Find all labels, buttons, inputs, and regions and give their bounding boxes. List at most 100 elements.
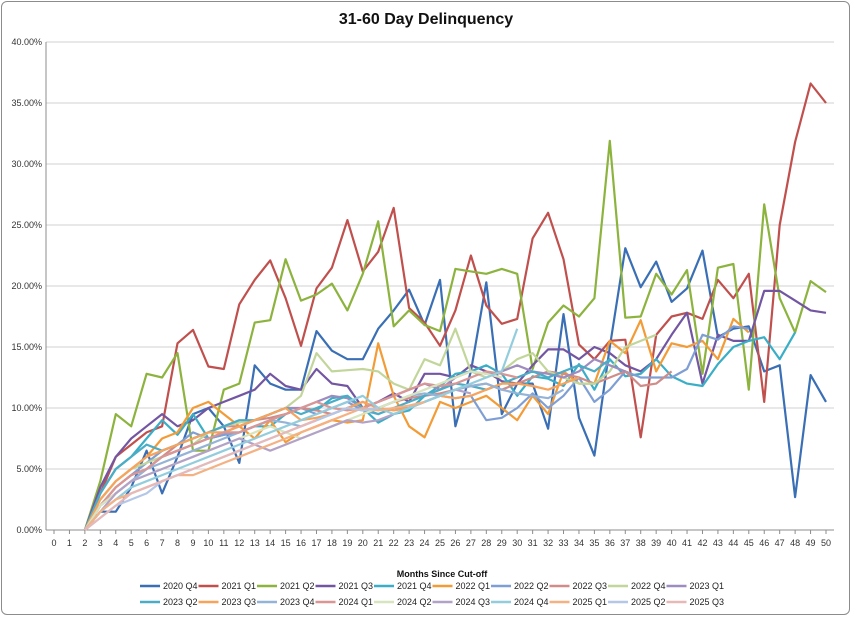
x-tick-label: 28 [481, 538, 491, 548]
x-tick-label: 12 [234, 538, 244, 548]
legend-item: 2022 Q4 [608, 581, 666, 591]
legend-label: 2025 Q1 [573, 597, 608, 607]
x-tick-label: 39 [651, 538, 661, 548]
legend-label: 2023 Q1 [690, 581, 725, 591]
x-tick-label: 24 [420, 538, 430, 548]
y-tick-label: 0.00% [16, 525, 42, 535]
x-tick-label: 26 [450, 538, 460, 548]
legend-label: 2024 Q1 [339, 597, 374, 607]
y-tick-label: 20.00% [11, 281, 42, 291]
legend-label: 2021 Q4 [397, 581, 432, 591]
series-line-2024-q4 [84, 328, 519, 531]
legend-item: 2022 Q1 [432, 581, 491, 591]
series-line-2024-q1 [83, 370, 518, 531]
legend-item: 2024 Q4 [491, 597, 549, 607]
legend-item: 2021 Q4 [374, 581, 432, 591]
legend-item: 2025 Q2 [608, 597, 666, 607]
x-tick-label: 41 [682, 538, 692, 548]
legend-item: 2024 Q3 [432, 597, 491, 607]
x-tick-label: 11 [219, 538, 228, 548]
x-tick-label: 35 [589, 538, 599, 548]
x-tick-label: 27 [466, 538, 476, 548]
x-tick-label: 10 [203, 538, 213, 548]
legend-label: 2022 Q1 [456, 581, 491, 591]
x-axis-title: Months Since Cut-off [397, 569, 488, 579]
y-tick-label: 25.00% [11, 220, 42, 230]
x-tick-label: 43 [713, 538, 723, 548]
legend-label: 2025 Q3 [690, 597, 725, 607]
series-line-2022-q3 [83, 370, 673, 531]
x-tick-label: 2 [82, 538, 87, 548]
series-lines [83, 82, 827, 531]
legend-item: 2022 Q2 [491, 581, 549, 591]
legend-item: 2024 Q1 [315, 597, 374, 607]
x-tick-label: 25 [435, 538, 445, 548]
x-tick-label: 37 [620, 538, 630, 548]
x-tick-label: 46 [759, 538, 769, 548]
x-tick-label: 17 [311, 538, 321, 548]
x-tick-label: 42 [697, 538, 707, 548]
legend-label: 2023 Q4 [280, 597, 315, 607]
legend-item: 2021 Q2 [257, 581, 315, 591]
x-tick-label: 0 [51, 538, 56, 548]
x-tick-label: 13 [250, 538, 260, 548]
legend-item: 2025 Q3 [666, 597, 725, 607]
x-tick-label: 29 [497, 538, 507, 548]
series-line-2021-q4 [83, 331, 797, 531]
x-tick-label: 5 [129, 538, 134, 548]
legend-label: 2023 Q3 [222, 597, 257, 607]
x-tick-label: 21 [373, 538, 383, 548]
x-tick-label: 30 [512, 538, 522, 548]
series-line-2025-q3 [84, 419, 317, 531]
legend-item: 2023 Q1 [666, 581, 725, 591]
x-tick-label: 33 [559, 538, 569, 548]
x-tick-label: 6 [144, 538, 149, 548]
legend-label: 2024 Q4 [514, 597, 549, 607]
legend-label: 2021 Q1 [222, 581, 257, 591]
legend-item: 2022 Q3 [549, 581, 608, 591]
legend-label: 2022 Q2 [514, 581, 549, 591]
x-tick-label: 7 [160, 538, 165, 548]
x-tick-label: 23 [404, 538, 414, 548]
x-tick-label: 38 [636, 538, 646, 548]
x-tick-label: 9 [190, 538, 195, 548]
legend-item: 2023 Q2 [140, 597, 198, 607]
x-tick-label: 15 [281, 538, 291, 548]
series-line-2021-q3 [83, 289, 827, 531]
legend-item: 2025 Q1 [549, 597, 608, 607]
y-tick-label: 40.00% [11, 37, 42, 47]
series-line-2021-q1 [83, 82, 827, 531]
legend-label: 2022 Q4 [631, 581, 666, 591]
x-tick-label: 14 [265, 538, 275, 548]
x-tick-label: 19 [342, 538, 352, 548]
x-tick-label: 8 [175, 538, 180, 548]
legend-item: 2020 Q4 [140, 581, 198, 591]
x-tick-label: 31 [528, 538, 538, 548]
x-tick-label: 3 [98, 538, 103, 548]
x-tick-label: 34 [574, 538, 584, 548]
legend-label: 2024 Q2 [397, 597, 432, 607]
legend-label: 2024 Q3 [456, 597, 491, 607]
x-tick-label: 40 [667, 538, 677, 548]
legend: 2020 Q4 2021 Q1 2021 Q2 2021 Q3 2021 Q4 2022 … [140, 581, 724, 607]
chart-title: 31-60 Day Delinquency [339, 11, 513, 28]
x-tick-label: 44 [728, 538, 738, 548]
x-tick-label: 36 [605, 538, 615, 548]
x-tick-label: 20 [358, 538, 368, 548]
series-line-2022-q1 [83, 317, 750, 531]
legend-label: 2021 Q3 [339, 581, 374, 591]
legend-label: 2023 Q2 [163, 597, 198, 607]
x-tick-label: 18 [327, 538, 337, 548]
x-tick-label: 32 [543, 538, 553, 548]
legend-item: 2023 Q3 [198, 597, 257, 607]
x-tick-label: 22 [389, 538, 399, 548]
legend-item: 2021 Q3 [315, 581, 374, 591]
legend-label: 2022 Q3 [573, 581, 608, 591]
x-tick-label: 4 [113, 538, 118, 548]
x-tick-label: 50 [821, 538, 831, 548]
x-tick-label: 1 [67, 538, 72, 548]
legend-label: 2020 Q4 [163, 581, 198, 591]
legend-label: 2025 Q2 [631, 597, 666, 607]
x-tick-label: 49 [806, 538, 816, 548]
